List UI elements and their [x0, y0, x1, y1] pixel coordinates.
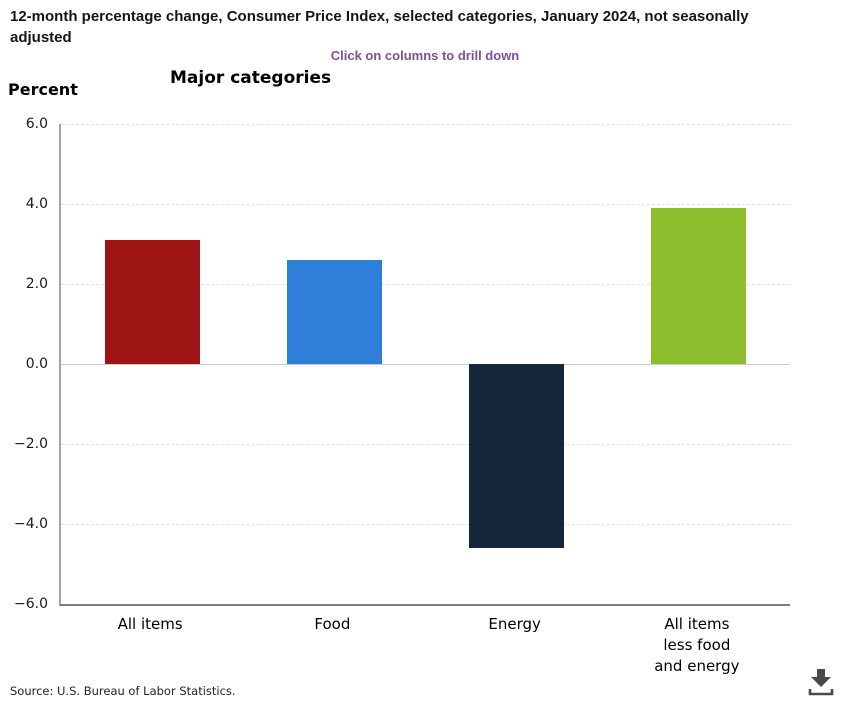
gridline [61, 444, 790, 445]
y-axis-title: Percent [8, 80, 78, 99]
bar-energy[interactable] [469, 364, 565, 548]
y-tick-label: −2.0 [14, 436, 48, 452]
x-category-label: All items less food and energy [612, 614, 782, 677]
chart-subtitle: Major categories [170, 68, 332, 88]
gridline [61, 284, 790, 285]
x-category-label-line: Food [314, 615, 351, 633]
y-tick-label: 0.0 [25, 356, 48, 372]
bar-food[interactable] [286, 260, 382, 364]
gridline [61, 124, 790, 125]
y-tick-label: 6.0 [25, 116, 48, 132]
y-tick-label: −4.0 [14, 516, 48, 532]
bar-all-items-less-food-and-energy[interactable] [651, 208, 747, 364]
x-category-label-line: All items [664, 615, 730, 633]
x-category-label-line: Energy [488, 615, 541, 633]
x-category-label: Energy [430, 614, 600, 635]
zero-gridline [61, 364, 790, 365]
source-note: Source: U.S. Bureau of Labor Statistics. [10, 684, 236, 698]
chart-title: 12-month percentage change, Consumer Pri… [10, 8, 749, 46]
x-category-label-line: less food [663, 636, 731, 654]
x-category-label: All items [65, 614, 235, 635]
x-category-label-line: All items [117, 615, 183, 633]
y-tick-label: 4.0 [25, 196, 48, 212]
gridline [61, 524, 790, 525]
plot-area [59, 124, 790, 606]
bar-all-items[interactable] [104, 240, 200, 364]
download-icon[interactable] [805, 664, 837, 698]
x-category-label: Food [247, 614, 417, 635]
gridline [61, 204, 790, 205]
drilldown-hint: Click on columns to drill down [330, 48, 520, 63]
x-category-label-line: and energy [654, 657, 740, 675]
y-tick-label: −6.0 [14, 596, 48, 612]
y-tick-label: 2.0 [25, 276, 48, 292]
